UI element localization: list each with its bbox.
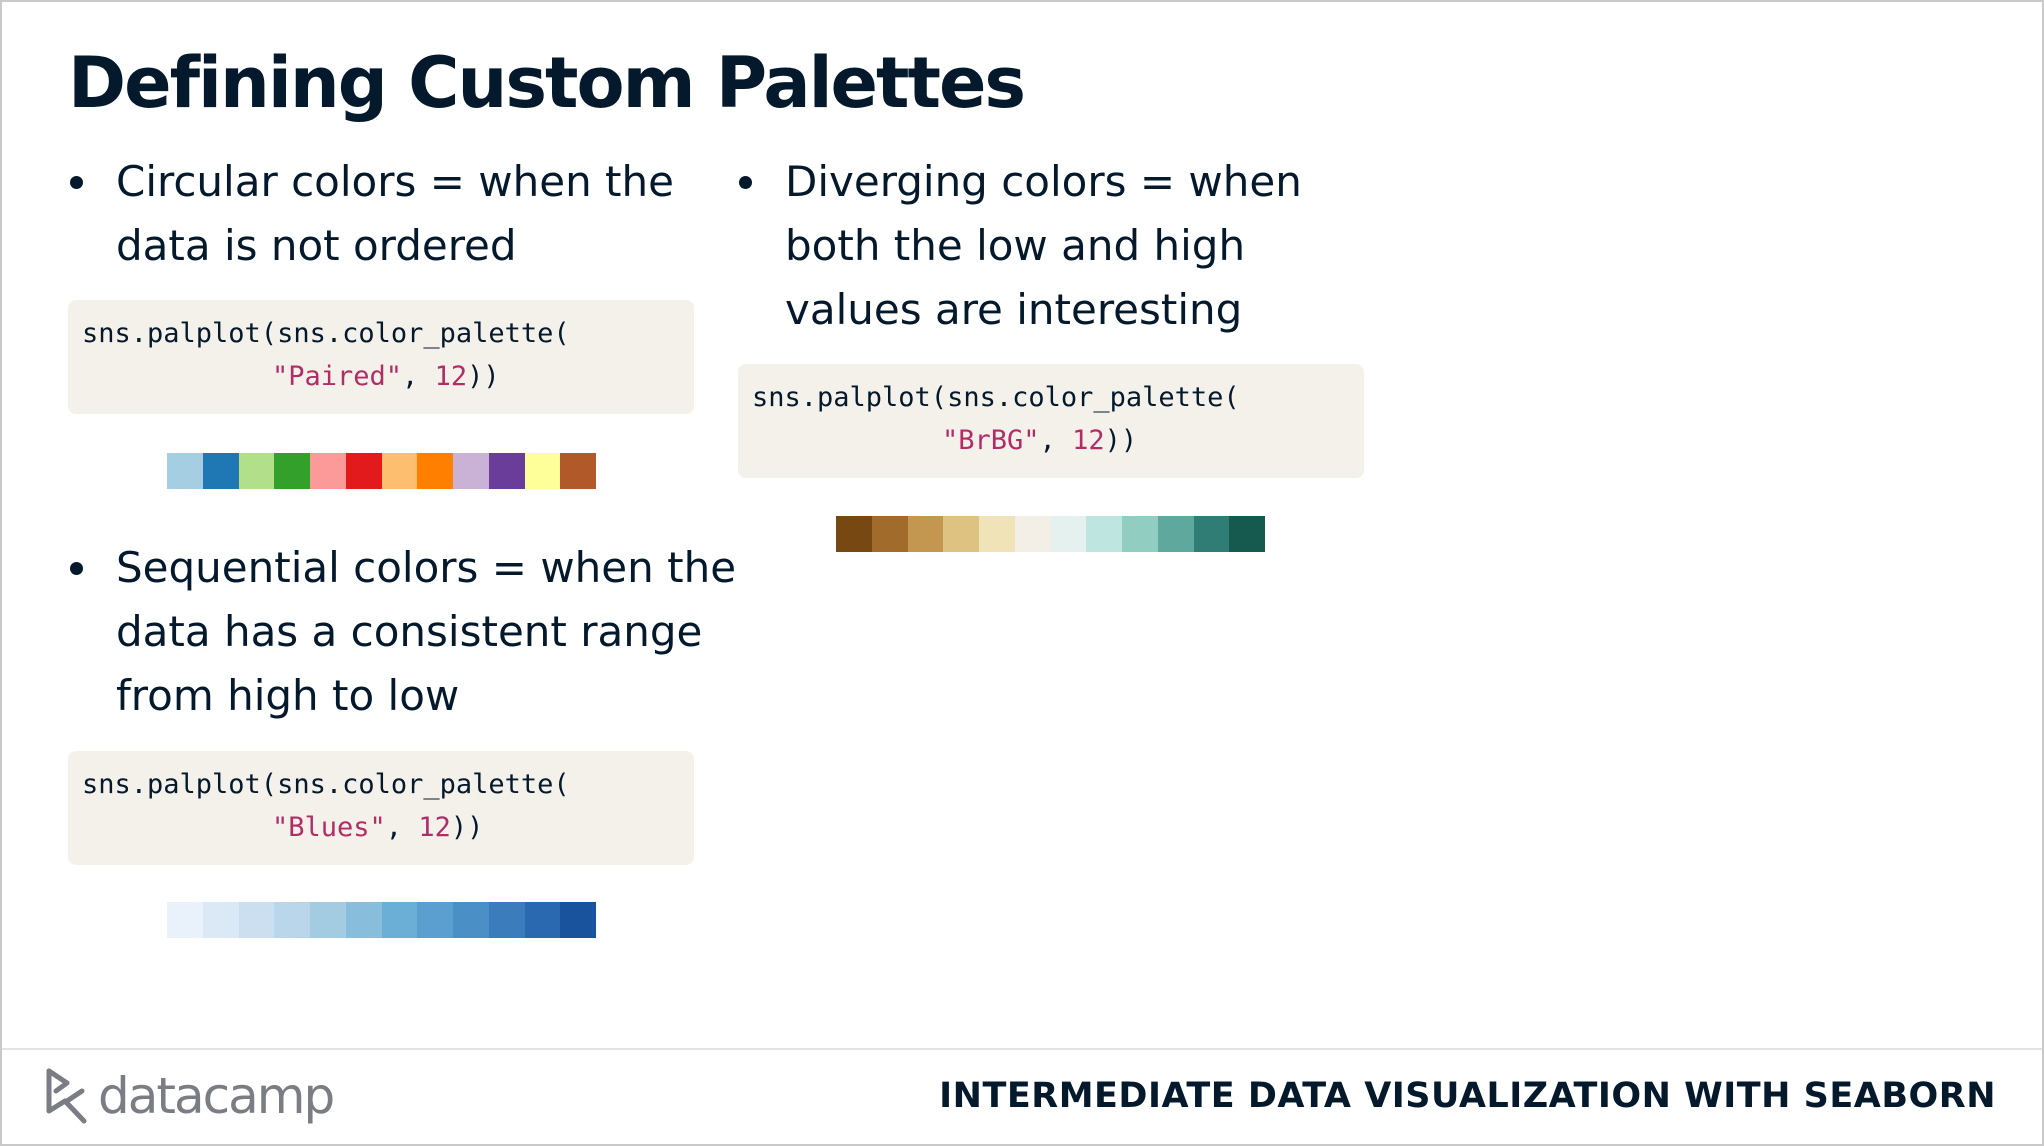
code-number: 12 <box>434 361 468 392</box>
bullet-dot <box>70 176 83 189</box>
color-swatch <box>417 453 453 489</box>
bullet-text: Diverging colors = when both the low and… <box>785 157 1302 334</box>
color-swatch <box>274 453 310 489</box>
color-swatch <box>202 902 239 938</box>
color-swatch <box>345 902 382 938</box>
color-swatch <box>238 453 275 489</box>
color-swatch <box>1193 516 1230 552</box>
color-swatch <box>1086 516 1122 552</box>
color-swatch <box>1157 516 1194 552</box>
bullet-text: Circular colors = when the data is not o… <box>116 157 674 270</box>
palette-diverging <box>836 516 1265 552</box>
datacamp-logo: datacamp <box>44 1066 335 1126</box>
color-swatch <box>524 453 561 489</box>
color-swatch <box>1229 516 1265 552</box>
code-string: "BrBG" <box>942 425 1040 456</box>
color-swatch <box>381 453 418 489</box>
color-swatch <box>560 902 596 938</box>
palette-circular <box>167 453 596 489</box>
code-string: "Paired" <box>272 361 403 392</box>
code-end: )) <box>1104 425 1138 456</box>
bullet-dot <box>739 176 752 189</box>
color-swatch <box>310 453 346 489</box>
code-line: "BrBG", 12)) <box>942 425 1137 456</box>
bullet-circular: Circular colors = when the data is not o… <box>68 150 674 278</box>
code-string: "Blues" <box>272 812 386 843</box>
color-swatch <box>274 902 310 938</box>
code-number: 12 <box>418 812 451 843</box>
color-swatch <box>453 453 489 489</box>
color-swatch <box>167 902 203 938</box>
datacamp-logo-icon <box>46 1068 87 1124</box>
course-title: INTERMEDIATE DATA VISUALIZATION WITH SEA… <box>939 1076 1996 1116</box>
bullet-sequential: Sequential colors = when the data has a … <box>68 536 736 728</box>
code-end: )) <box>467 361 500 392</box>
color-swatch <box>488 453 525 489</box>
color-swatch <box>943 516 979 552</box>
logo-text: datacamp <box>98 1067 335 1125</box>
color-swatch <box>238 902 275 938</box>
color-swatch <box>871 516 908 552</box>
color-swatch <box>836 516 872 552</box>
code-block-circular: sns.palplot(sns.color_palette( "Paired",… <box>68 300 694 414</box>
color-swatch <box>1122 516 1158 552</box>
bullet-diverging: Diverging colors = when both the low and… <box>737 150 1302 342</box>
code-line: sns.palplot(sns.color_palette( <box>82 769 570 800</box>
color-swatch <box>488 902 525 938</box>
color-swatch <box>979 516 1015 552</box>
color-swatch <box>1014 516 1051 552</box>
color-swatch <box>417 902 453 938</box>
code-separator: , <box>385 812 419 843</box>
code-separator: , <box>1039 425 1073 456</box>
color-swatch <box>907 516 944 552</box>
code-separator: , <box>402 361 435 392</box>
code-line: sns.palplot(sns.color_palette( <box>752 382 1240 413</box>
color-swatch <box>202 453 239 489</box>
palette-sequential <box>167 902 596 938</box>
color-swatch <box>167 453 203 489</box>
color-swatch <box>381 902 418 938</box>
color-swatch <box>560 453 596 489</box>
color-swatch <box>310 902 346 938</box>
code-end: )) <box>450 812 484 843</box>
bullet-text: Sequential colors = when the data has a … <box>116 543 737 720</box>
color-swatch <box>453 902 489 938</box>
color-swatch <box>524 902 561 938</box>
slide-title: Defining Custom Palettes <box>68 42 1026 124</box>
footer-divider <box>2 1048 2042 1050</box>
color-swatch <box>345 453 382 489</box>
color-swatch <box>1050 516 1087 552</box>
code-line: sns.palplot(sns.color_palette( <box>82 318 570 349</box>
bullet-dot <box>70 562 83 575</box>
code-line: "Paired", 12)) <box>272 361 500 392</box>
code-number: 12 <box>1072 425 1105 456</box>
code-block-diverging: sns.palplot(sns.color_palette( "BrBG", 1… <box>738 364 1364 478</box>
code-line: "Blues", 12)) <box>272 812 483 843</box>
code-block-sequential: sns.palplot(sns.color_palette( "Blues", … <box>68 751 694 865</box>
